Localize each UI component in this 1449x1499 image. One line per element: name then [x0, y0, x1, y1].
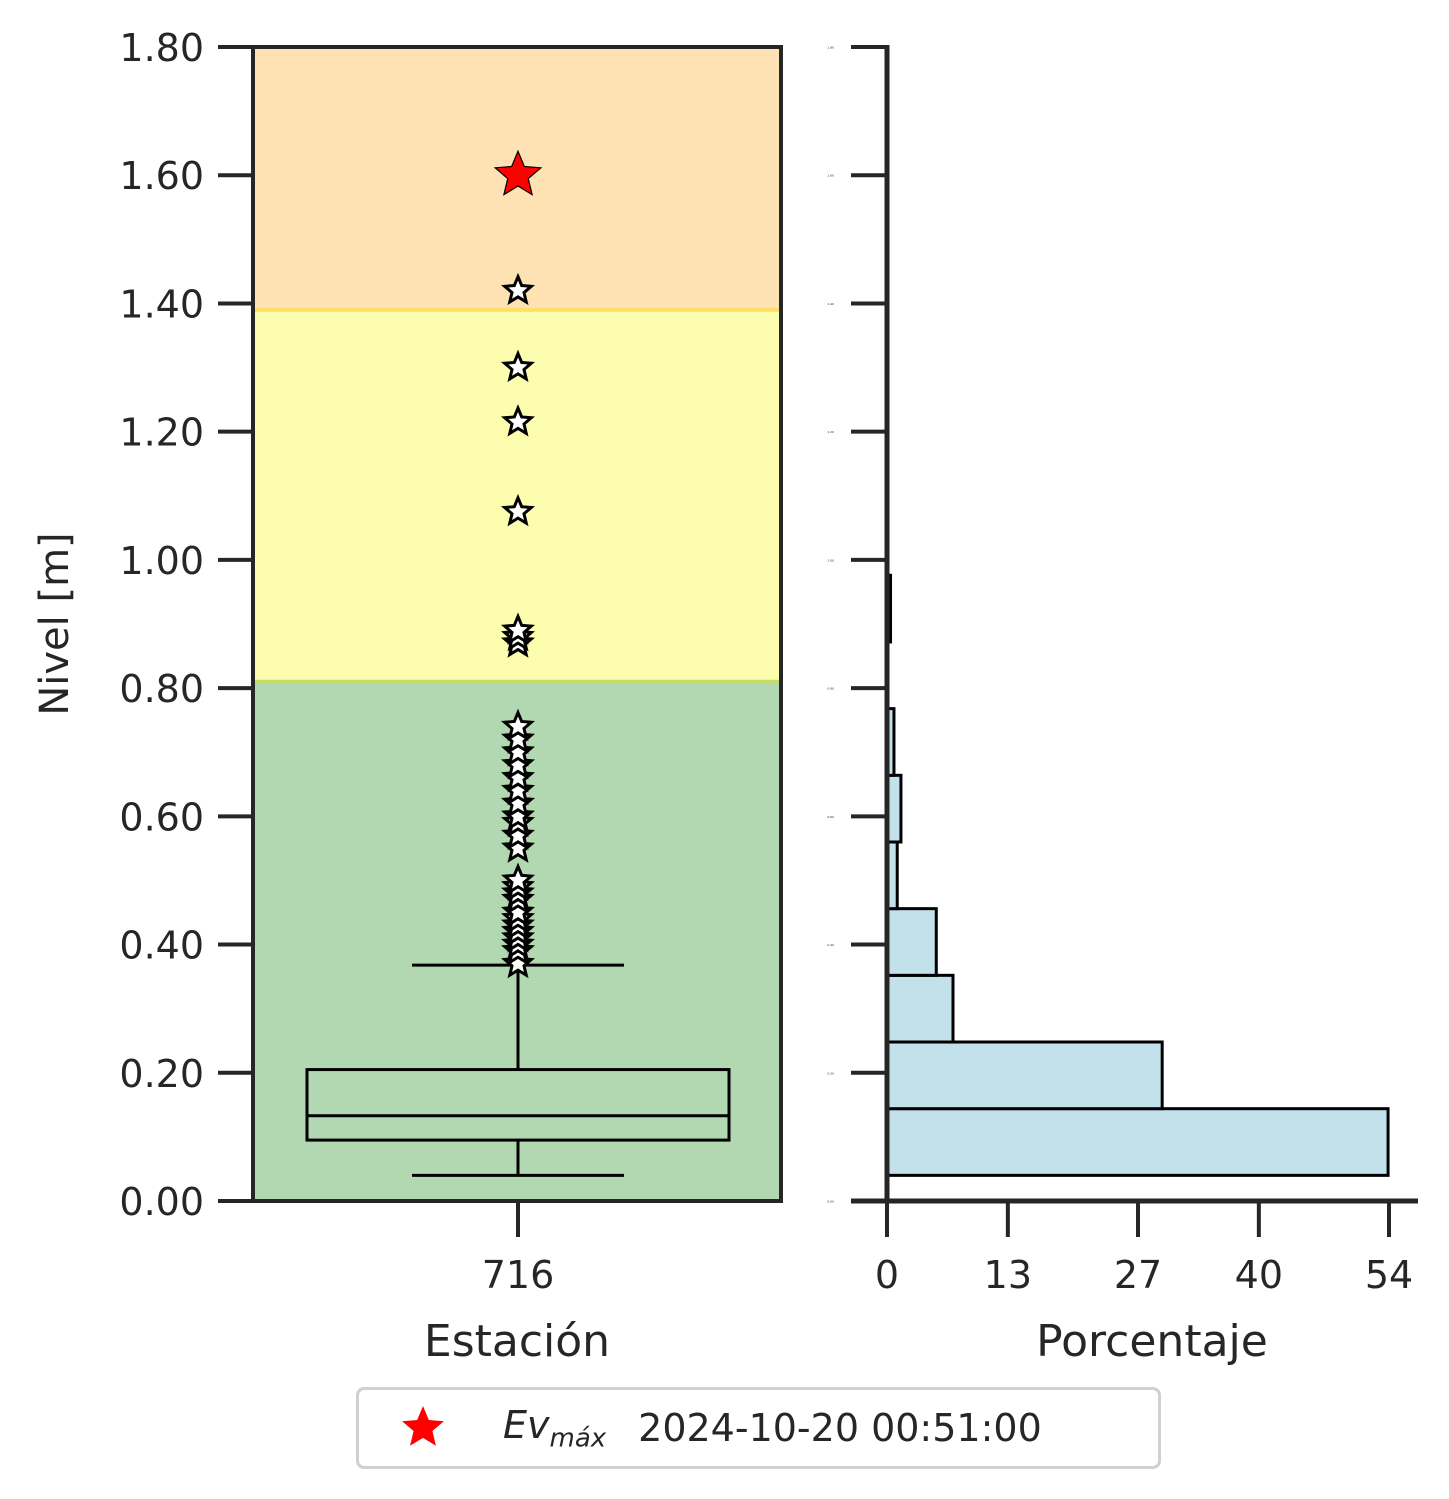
outlier-point	[500, 708, 536, 742]
outlier-point	[500, 862, 536, 895]
y-tick-label: 0.20	[119, 1052, 204, 1096]
outlier-point	[500, 721, 536, 754]
y-axis-label: Nivel [m]	[32, 532, 78, 715]
outlier-point	[500, 945, 536, 979]
histogram-y-tick-label: 1.60	[827, 174, 834, 178]
outlier-point	[500, 817, 536, 851]
outlier-point	[500, 493, 536, 527]
histogram-bar	[885, 1040, 1164, 1111]
y-tick-label: 0.00	[119, 1180, 204, 1224]
legend-event-label: Evmáx	[503, 1402, 607, 1454]
histogram-x-tick-label: 13	[984, 1253, 1032, 1297]
y-tick-label: 1.60	[119, 154, 204, 198]
legend-star-icon	[402, 1406, 444, 1446]
outlier-point	[500, 798, 536, 831]
histogram-y-ticks: 0.00 0.20 0.40 0.60 0.80 1.00 1.20 1.40 1.60 1.80	[827, 45, 887, 1204]
outlier-point	[500, 612, 536, 645]
histogram-y-tick-label: 0.00	[827, 1200, 834, 1204]
histogram-bar	[885, 907, 938, 977]
outlier-point	[500, 894, 536, 927]
x-axis-ticks: 716	[482, 1201, 555, 1297]
histogram-y-tick-label: 0.60	[827, 815, 834, 819]
outlier-point	[500, 349, 536, 383]
outlier-point	[500, 404, 536, 437]
outlier-markers	[493, 149, 543, 979]
histogram-y-tick-label: 1.20	[827, 430, 834, 434]
outlier-point	[500, 759, 536, 793]
legend-date: 2024-10-20 00:51:00	[638, 1406, 1042, 1450]
histogram-x-tick-label: 27	[1114, 1253, 1162, 1297]
histogram-y-tick-label: 1.40	[827, 302, 834, 306]
y-tick-label: 1.20	[119, 411, 204, 455]
histogram-y-tick-label: 0.20	[827, 1071, 834, 1075]
y-tick-label: 0.80	[119, 667, 204, 711]
y-tick-label: 1.80	[119, 26, 204, 70]
outlier-point	[500, 830, 536, 863]
histogram-y-tick-label: 0.40	[827, 943, 834, 947]
histogram-y-tick-label: 1.00	[827, 558, 834, 562]
outlier-point	[500, 272, 536, 306]
outlier-point	[500, 772, 536, 806]
histogram-bar	[885, 973, 955, 1044]
y-tick-label: 0.40	[119, 924, 204, 968]
histogram-axes	[851, 45, 1418, 1204]
y-tick-label: 1.40	[119, 282, 204, 326]
histogram-y-tick-label: 0.80	[827, 687, 834, 691]
legend: Evmáx 2024-10-20 00:51:00	[356, 1387, 1161, 1469]
max-event-star	[493, 149, 543, 196]
y-tick-label: 0.60	[119, 795, 204, 839]
y-axis-ticks: 0.00 0.20 0.40 0.60 0.80 1.00 1.20 1.40 1.60 1.80	[119, 26, 253, 1224]
box-iqr	[305, 1068, 731, 1142]
histogram-bar	[885, 1107, 1390, 1177]
histogram-x-tick-label: 54	[1365, 1253, 1413, 1297]
outlier-point	[500, 785, 536, 819]
histogram-y-tick-label: 1.80	[827, 46, 834, 50]
y-tick-label: 1.00	[119, 539, 204, 583]
boxplot	[305, 963, 731, 1177]
histogram-x-ticks: 0 13 27 40 54	[875, 1201, 1413, 1297]
outlier-point	[500, 734, 536, 767]
x-axis-label: Estación	[424, 1316, 610, 1367]
histogram-x-tick-label: 0	[875, 1253, 899, 1297]
x-tick-label: 716	[482, 1253, 555, 1297]
histogram-bars	[885, 573, 1390, 1177]
histogram-x-axis-label: Porcentaje	[1036, 1316, 1268, 1367]
outlier-point	[500, 747, 536, 780]
histogram-x-tick-label: 40	[1235, 1253, 1283, 1297]
